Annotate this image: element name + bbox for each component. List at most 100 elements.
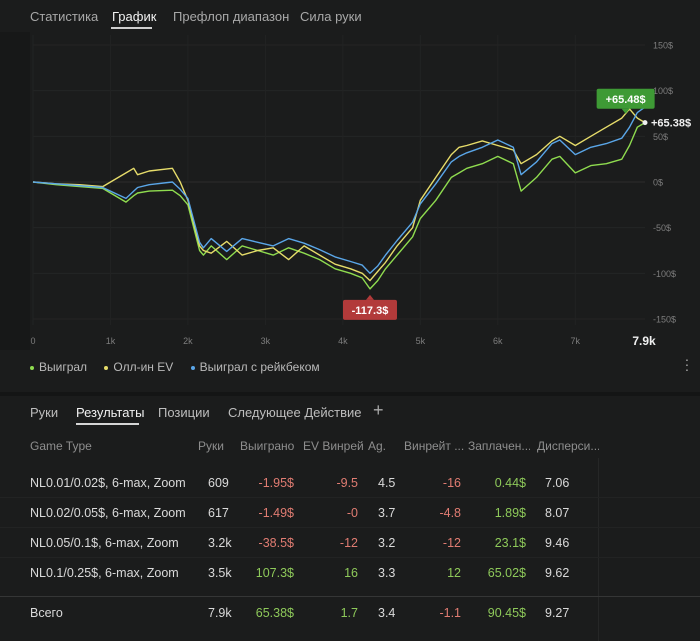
- column-header-variance[interactable]: Дисперси...: [537, 439, 599, 453]
- min-value-badge: [342, 299, 397, 320]
- min-value-badge-pointer: [365, 294, 374, 300]
- end-marker: [642, 120, 648, 126]
- cell-hands: 609: [208, 476, 229, 490]
- cell-ev-winrate: -0: [346, 506, 358, 520]
- tab-positions[interactable]: Позиции: [158, 405, 210, 420]
- series-line-1: [32, 108, 646, 282]
- column-header-won[interactable]: Выиграно: [240, 439, 295, 453]
- column-header-rake-paid[interactable]: Заплачен...: [468, 439, 530, 453]
- series-line-0: [32, 121, 646, 290]
- cell-hands: 617: [208, 506, 229, 520]
- active-tab-indicator: [111, 27, 152, 29]
- cell-ev-winrate: -9.5: [336, 476, 358, 490]
- chart-left-gutter: [0, 32, 30, 350]
- min-value-label: -117.3$: [352, 305, 389, 317]
- y-tick-label: -50$: [653, 223, 671, 233]
- cell-variance: 9.46: [545, 536, 570, 550]
- max-value-badge: [596, 88, 655, 109]
- row-divider: [0, 497, 700, 498]
- y-tick-label: 0$: [653, 178, 663, 188]
- cell-variance: 9.62: [545, 566, 570, 580]
- table-total-row[interactable]: Всего 7.9k 65.38$ 1.7 3.4 -1.1 90.45$ 9.…: [0, 598, 700, 628]
- cell-rake-paid: 23.1$: [494, 536, 526, 550]
- x-tick-label: 3k: [261, 336, 271, 346]
- cell-aggression: 4.5: [378, 476, 396, 490]
- row-divider: [0, 527, 700, 528]
- cell-won: 107.3$: [255, 566, 294, 580]
- legend-swatch: [30, 365, 34, 370]
- legend-item-won[interactable]: Выиграл: [30, 360, 87, 374]
- cell-hands: 7.9k: [208, 606, 232, 620]
- tab-next-action[interactable]: Следующее Действие: [228, 405, 362, 420]
- cell-winrate: -4.8: [439, 506, 461, 520]
- y-tick-label: 100$: [653, 86, 673, 96]
- tab-hand-strength[interactable]: Сила руки: [300, 9, 362, 24]
- total-divider: [0, 596, 700, 597]
- table-row[interactable]: NL0.1/0.25$, 6-max, Zoom 3.5k 107.3$ 16 …: [0, 558, 700, 588]
- max-value-badge-pointer: [621, 108, 630, 114]
- cell-ev-winrate: -12: [339, 536, 358, 550]
- panel-divider: [0, 392, 700, 396]
- column-header-aggression[interactable]: Ag.: [368, 439, 387, 453]
- cell-won: 65.38$: [255, 606, 294, 620]
- cell-winrate: -1.1: [439, 606, 461, 620]
- tab-preflop-range[interactable]: Префлоп диапазон: [173, 9, 290, 24]
- profit-graph[interactable]: 150$ 100$ 50$ 0$ -50$ -100$ -150$ 0 1k 2k 3k 4k 5k 6k…: [0, 32, 700, 350]
- column-header-winrate[interactable]: Винрейт ...: [404, 439, 465, 453]
- cell-winrate: 12: [447, 566, 461, 580]
- cell-hands: 3.2k: [208, 536, 232, 550]
- cell-hands: 3.5k: [208, 566, 232, 580]
- cell-variance: 7.06: [545, 476, 570, 490]
- x-end-label: 7.9k: [632, 334, 656, 348]
- cell-aggression: 3.7: [378, 506, 396, 520]
- cell-won: -1.49$: [258, 506, 294, 520]
- cell-won: -38.5$: [258, 536, 294, 550]
- cell-total-label: Всего: [30, 606, 63, 620]
- cell-game-type: NL0.01/0.02$, 6-max, Zoom: [30, 476, 186, 490]
- series-line-2: [32, 106, 646, 275]
- max-value-label: +65.48$: [606, 94, 646, 106]
- cell-winrate: -12: [442, 536, 461, 550]
- column-header-hands[interactable]: Руки: [198, 439, 224, 453]
- cell-variance: 9.27: [545, 606, 570, 620]
- cell-variance: 8.07: [545, 506, 570, 520]
- y-tick-label: -100$: [653, 269, 676, 279]
- column-header-game-type[interactable]: Game Type: [30, 439, 92, 453]
- cell-rake-paid: 1.89$: [494, 506, 526, 520]
- table-row[interactable]: NL0.01/0.02$, 6-max, Zoom 609 -1.95$ -9.…: [0, 468, 700, 498]
- legend-item-allin-ev[interactable]: Олл-ин EV: [104, 360, 173, 374]
- x-tick-label: 4k: [338, 336, 348, 346]
- row-divider: [0, 557, 700, 558]
- table-row[interactable]: NL0.02/0.05$, 6-max, Zoom 617 -1.49$ -0 …: [0, 498, 700, 528]
- tab-results[interactable]: Результаты: [76, 405, 145, 420]
- cell-game-type: NL0.02/0.05$, 6-max, Zoom: [30, 506, 186, 520]
- end-value-label: +65.38$: [651, 118, 691, 130]
- cell-won: -1.95$: [258, 476, 294, 490]
- tab-graph[interactable]: График: [112, 9, 157, 24]
- cell-rake-paid: 65.02$: [487, 566, 526, 580]
- column-header-ev-winrate[interactable]: EV Винрейт: [303, 439, 363, 453]
- table-row[interactable]: NL0.05/0.1$, 6-max, Zoom 3.2k -38.5$ -12…: [0, 528, 700, 558]
- x-tick-label: 7k: [571, 336, 581, 346]
- tab-statistics[interactable]: Статистика: [30, 9, 99, 24]
- add-tab-icon[interactable]: +: [373, 400, 384, 420]
- x-tick-label: 2k: [183, 336, 193, 346]
- legend-label: Выиграл с рейкбеком: [199, 360, 320, 374]
- top-tab-bar: Статистика График Префлоп диапазон Сила …: [0, 0, 700, 38]
- table-header: Game Type Руки Выиграно EV Винрейт Ag. В…: [0, 432, 700, 458]
- y-tick-label: 150$: [653, 41, 673, 51]
- column-divider: [598, 458, 599, 641]
- x-tick-label: 0: [30, 336, 35, 346]
- y-tick-label: -150$: [653, 315, 676, 325]
- cell-game-type: NL0.05/0.1$, 6-max, Zoom: [30, 536, 179, 550]
- active-tab-indicator: [76, 423, 139, 425]
- cell-ev-winrate: 1.7: [340, 606, 358, 620]
- cell-ev-winrate: 16: [344, 566, 358, 580]
- tab-hands[interactable]: Руки: [30, 405, 59, 420]
- legend-swatch: [104, 365, 109, 370]
- legend-swatch: [190, 365, 195, 370]
- more-options-icon[interactable]: · · ·: [684, 351, 690, 377]
- cell-aggression: 3.3: [378, 566, 396, 580]
- legend-item-won-rakeback[interactable]: Выиграл с рейкбеком: [190, 360, 320, 374]
- y-tick-label: 50$: [653, 132, 668, 142]
